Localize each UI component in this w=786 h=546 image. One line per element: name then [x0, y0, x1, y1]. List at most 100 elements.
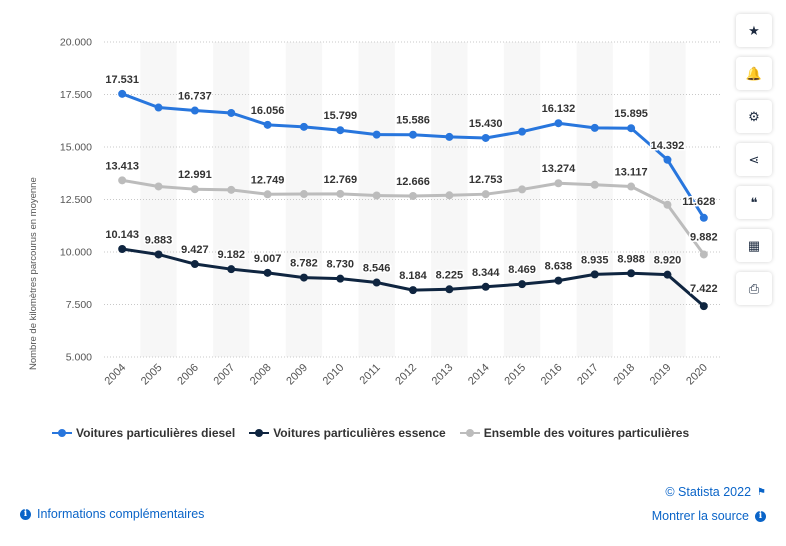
- data-label: 12.749: [251, 174, 285, 186]
- data-label: 12.769: [323, 174, 357, 186]
- data-label: 8.546: [363, 263, 391, 275]
- printer-icon: ⎙: [748, 280, 760, 296]
- series-line-2: [121, 178, 706, 256]
- legend-marker-diesel: [52, 427, 72, 439]
- data-point: [299, 122, 308, 131]
- x-axis-ticks: 2004 2005 2006 2007 2008 2009 2010 2011 2012 2013…: [102, 362, 709, 388]
- data-point: [518, 280, 527, 289]
- data-point: [627, 124, 636, 133]
- data-point: [554, 179, 563, 188]
- data-point: [663, 155, 672, 164]
- data-label: 8.344: [472, 267, 500, 279]
- legend-item-ensemble[interactable]: Ensemble des voitures particulières: [459, 426, 690, 440]
- data-label: 8.988: [617, 253, 645, 265]
- data-label: 9.182: [217, 249, 245, 261]
- data-label: 12.666: [396, 176, 430, 188]
- settings-button[interactable]: ⚙: [736, 100, 772, 133]
- legend-label-essence: Voitures particulières essence: [273, 426, 446, 440]
- data-point: [627, 269, 636, 278]
- data-label: 11.628: [682, 196, 715, 208]
- x-tick-label: 2017: [575, 362, 601, 388]
- data-label: 12.753: [469, 174, 503, 186]
- data-point: [481, 190, 490, 199]
- data-label: 8.935: [581, 254, 609, 266]
- y-tick-label: 7.500: [66, 299, 92, 311]
- grid-layer: [104, 41, 722, 358]
- x-tick-label: 2007: [212, 362, 238, 388]
- column-band: [576, 42, 613, 357]
- y-tick-label: 10.000: [60, 247, 92, 259]
- series-layer: [118, 89, 708, 311]
- x-tick-label: 2019: [648, 362, 674, 388]
- notification-button[interactable]: 🔔: [736, 57, 772, 90]
- x-tick-label: 2012: [393, 362, 419, 388]
- data-point: [190, 260, 199, 269]
- data-point: [336, 189, 345, 198]
- data-point: [409, 130, 417, 139]
- data-label: 14.392: [651, 140, 685, 152]
- quote-icon: ❝: [750, 194, 758, 210]
- data-point: [263, 120, 272, 129]
- data-point: [481, 133, 490, 142]
- source-link[interactable]: Montrer la source i: [652, 509, 766, 523]
- x-tick-label: 2014: [466, 362, 492, 388]
- favorite-button[interactable]: ★: [736, 14, 772, 47]
- data-point: [372, 278, 381, 287]
- print-button[interactable]: ⎙: [736, 272, 772, 305]
- cite-button[interactable]: ❝: [736, 186, 772, 219]
- x-tick-label: 2010: [321, 362, 347, 388]
- data-point: [627, 182, 636, 191]
- x-tick-label: 2005: [139, 362, 165, 388]
- share-button[interactable]: ⋖: [736, 143, 772, 176]
- data-point: [554, 276, 563, 285]
- data-point: [554, 119, 563, 128]
- data-point: [372, 130, 381, 139]
- info-icon: i: [755, 510, 766, 522]
- x-tick-label: 2004: [102, 362, 128, 388]
- x-tick-label: 2006: [175, 362, 201, 388]
- info-link[interactable]: i Informations complémentaires: [20, 507, 204, 521]
- legend-marker-ensemble: [459, 427, 480, 439]
- data-point: [336, 126, 345, 135]
- data-point: [299, 273, 308, 282]
- data-label: 8.920: [654, 255, 682, 267]
- legend-label-ensemble: Ensemble des voitures particulières: [483, 426, 690, 440]
- bell-icon: 🔔: [745, 65, 763, 81]
- x-tick-label: 2011: [358, 362, 383, 387]
- x-tick-label: 2013: [430, 362, 456, 388]
- legend-item-diesel[interactable]: Voitures particulières diesel: [52, 426, 235, 440]
- data-point: [409, 192, 417, 201]
- gear-icon: ⚙: [748, 108, 760, 124]
- data-label: 15.895: [614, 108, 648, 120]
- data-point: [518, 127, 527, 136]
- data-label: 9.427: [181, 244, 209, 256]
- data-point: [445, 285, 454, 294]
- data-label: 15.430: [469, 118, 503, 130]
- data-label: 17.531: [105, 74, 139, 86]
- y-tick-label: 15.000: [60, 142, 92, 154]
- legend-item-essence[interactable]: Voitures particulières essence: [249, 426, 446, 440]
- x-tick-label: 2008: [248, 362, 274, 388]
- flag-icon: ⚑: [757, 486, 766, 498]
- data-point: [227, 265, 236, 274]
- data-label: 13.413: [105, 160, 139, 172]
- x-tick-label: 2015: [502, 362, 528, 388]
- column-band: [285, 42, 323, 357]
- y-tick-label: 12.500: [60, 194, 92, 206]
- data-label: 8.638: [545, 261, 573, 273]
- data-label: 9.007: [254, 253, 282, 265]
- source-link-label: Montrer la source: [651, 509, 749, 523]
- data-point: [227, 185, 236, 194]
- legend-label-diesel: Voitures particulières diesel: [76, 426, 236, 440]
- y-tick-label: 20.000: [60, 37, 92, 49]
- data-labels: 17.531 16.737 16.056 15.799 15.586 15.430 16.1…: [104, 72, 719, 296]
- data-label: 15.799: [323, 110, 357, 122]
- x-tick-label: 2016: [539, 362, 565, 388]
- data-point: [118, 176, 127, 185]
- y-tick-label: 17.500: [60, 89, 92, 101]
- data-label: 8.730: [327, 259, 355, 271]
- language-button[interactable]: ▦: [736, 229, 772, 262]
- data-label: 8.782: [290, 258, 318, 270]
- data-point: [154, 182, 163, 191]
- copyright: © Statista 2022 ⚑: [665, 485, 766, 499]
